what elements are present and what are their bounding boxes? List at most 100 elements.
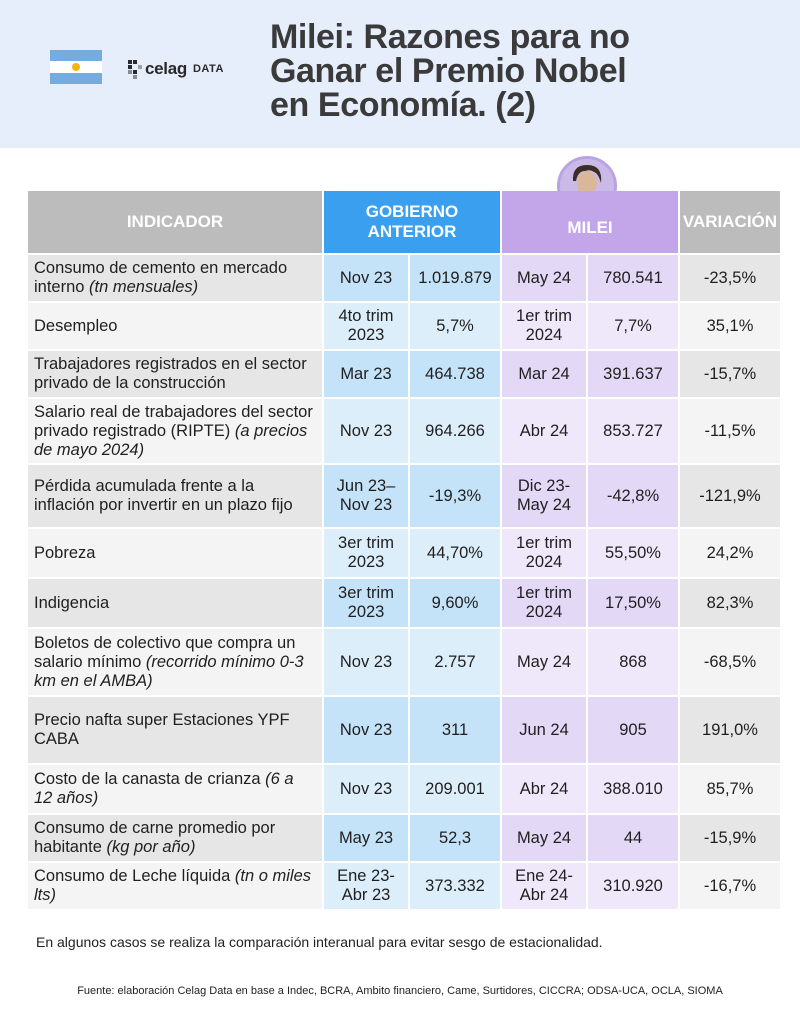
celag-logo-mark-icon bbox=[128, 58, 142, 80]
prev-period-cell: Nov 23 bbox=[324, 255, 408, 301]
indicator-cell: Consumo de Leche líquida (tn o miles lts… bbox=[28, 863, 322, 909]
table-row: Pobreza 3er trim 2023 44,70% 1er trim 2024 5… bbox=[28, 529, 780, 577]
milei-period-cell: May 24 bbox=[502, 629, 586, 695]
milei-value-cell: 17,50% bbox=[588, 579, 678, 627]
milei-period-cell: 1er trim 2024 bbox=[502, 579, 586, 627]
variation-cell: 35,1% bbox=[680, 303, 780, 349]
indicator-name: Precio nafta super Estaciones YPF CABA bbox=[34, 711, 290, 748]
indicator-cell: Costo de la canasta de crianza (6 a 12 a… bbox=[28, 765, 322, 813]
milei-value-cell: 905 bbox=[588, 697, 678, 763]
milei-period-cell: Dic 23- May 24 bbox=[502, 465, 586, 527]
prev-period-cell: Nov 23 bbox=[324, 399, 408, 463]
title-line: en Economía. (2) bbox=[270, 86, 536, 124]
indicator-cell: Pobreza bbox=[28, 529, 322, 577]
table-row: Indigencia 3er trim 2023 9,60% 1er trim 202… bbox=[28, 579, 780, 627]
prev-period-cell: Nov 23 bbox=[324, 629, 408, 695]
variation-cell: 24,2% bbox=[680, 529, 780, 577]
milei-value-cell: -42,8% bbox=[588, 465, 678, 527]
title-line: Ganar el Premio Nobel bbox=[270, 52, 627, 90]
indicator-name: Desempleo bbox=[34, 316, 118, 335]
prev-period-cell: 3er trim 2023 bbox=[324, 529, 408, 577]
prev-value-cell: -19,3% bbox=[410, 465, 500, 527]
column-header-gobierno-line: ANTERIOR bbox=[367, 222, 457, 241]
milei-value-cell: 391.637 bbox=[588, 351, 678, 397]
indicator-unit: (recorrido mínimo 0-3 km en el AMBA) bbox=[34, 652, 304, 690]
milei-period-cell: Jun 24 bbox=[502, 697, 586, 763]
prev-period-cell: Jun 23– Nov 23 bbox=[324, 465, 408, 527]
indicator-unit: (tn mensuales) bbox=[89, 278, 199, 296]
prev-period-cell: Nov 23 bbox=[324, 765, 408, 813]
header-banner: celag DATA Milei: Razones para no Ganar … bbox=[0, 0, 800, 148]
milei-value-cell: 853.727 bbox=[588, 399, 678, 463]
table-header-row: INDICADOR GOBIERNO ANTERIOR MILEI VARIAC… bbox=[28, 191, 780, 253]
prev-value-cell: 464.738 bbox=[410, 351, 500, 397]
milei-period-cell: Ene 24- Abr 24 bbox=[502, 863, 586, 909]
prev-value-cell: 52,3 bbox=[410, 815, 500, 861]
indicators-table: INDICADOR GOBIERNO ANTERIOR MILEI VARIAC… bbox=[26, 189, 782, 911]
indicator-name: Consumo de carne promedio por habitante bbox=[34, 819, 276, 856]
prev-period-cell: Nov 23 bbox=[324, 697, 408, 763]
prev-period-cell: May 23 bbox=[324, 815, 408, 861]
indicator-unit: (kg por año) bbox=[106, 838, 196, 856]
table-row: Trabajadores registrados en el sector pr… bbox=[28, 351, 780, 397]
prev-value-cell: 209.001 bbox=[410, 765, 500, 813]
variation-cell: 85,7% bbox=[680, 765, 780, 813]
milei-period-cell: Abr 24 bbox=[502, 765, 586, 813]
indicator-unit: (tn o miles lts) bbox=[34, 867, 312, 904]
milei-value-cell: 7,7% bbox=[588, 303, 678, 349]
table-row: Salario real de trabajadores del sector … bbox=[28, 399, 780, 463]
table-row: Costo de la canasta de crianza (6 a 12 a… bbox=[28, 765, 780, 813]
milei-value-cell: 388.010 bbox=[588, 765, 678, 813]
title-line: Milei: Razones para no bbox=[270, 18, 630, 56]
indicator-cell: Indigencia bbox=[28, 579, 322, 627]
indicator-cell: Pérdida acumulada frente a la inflación … bbox=[28, 465, 322, 527]
indicator-cell: Boletos de colectivo que compra un salar… bbox=[28, 629, 322, 695]
table-row: Boletos de colectivo que compra un salar… bbox=[28, 629, 780, 695]
prev-period-cell: Mar 23 bbox=[324, 351, 408, 397]
prev-value-cell: 5,7% bbox=[410, 303, 500, 349]
indicator-name: Costo de la canasta de crianza bbox=[34, 770, 261, 788]
milei-period-cell: May 24 bbox=[502, 255, 586, 301]
methodology-note: En algunos casos se realiza la comparaci… bbox=[36, 934, 603, 950]
milei-period-cell: Abr 24 bbox=[502, 399, 586, 463]
milei-period-cell: Mar 24 bbox=[502, 351, 586, 397]
table-row: Consumo de carne promedio por habitante … bbox=[28, 815, 780, 861]
indicator-unit: (6 a 12 años) bbox=[34, 770, 294, 807]
variation-cell: -23,5% bbox=[680, 255, 780, 301]
indicator-cell: Salario real de trabajadores del sector … bbox=[28, 399, 322, 463]
table-row: Consumo de cemento en mercado interno (t… bbox=[28, 255, 780, 301]
indicator-name: Pobreza bbox=[34, 543, 96, 562]
page-title: Milei: Razones para no Ganar el Premio N… bbox=[270, 20, 780, 122]
milei-value-cell: 44 bbox=[588, 815, 678, 861]
prev-value-cell: 44,70% bbox=[410, 529, 500, 577]
prev-period-cell: 4to trim 2023 bbox=[324, 303, 408, 349]
prev-value-cell: 964.266 bbox=[410, 399, 500, 463]
logo-word: celag bbox=[145, 59, 187, 78]
indicator-cell: Desempleo bbox=[28, 303, 322, 349]
variation-cell: -15,7% bbox=[680, 351, 780, 397]
milei-value-cell: 55,50% bbox=[588, 529, 678, 577]
milei-period-cell: May 24 bbox=[502, 815, 586, 861]
column-header-gobierno-anterior: GOBIERNO ANTERIOR bbox=[324, 191, 500, 253]
indicator-name: Consumo de Leche líquida bbox=[34, 867, 231, 885]
variation-cell: 82,3% bbox=[680, 579, 780, 627]
indicator-name: Indigencia bbox=[34, 593, 110, 612]
prev-value-cell: 2.757 bbox=[410, 629, 500, 695]
indicator-name: Pérdida acumulada frente a la inflación … bbox=[34, 477, 293, 514]
indicator-name: Salario real de trabajadores del sector … bbox=[34, 402, 313, 440]
prev-value-cell: 311 bbox=[410, 697, 500, 763]
milei-value-cell: 868 bbox=[588, 629, 678, 695]
indicator-cell: Precio nafta super Estaciones YPF CABA bbox=[28, 697, 322, 763]
celag-data-logo: celag DATA bbox=[128, 55, 248, 83]
table-row: Desempleo 4to trim 2023 5,7% 1er trim 2024 7… bbox=[28, 303, 780, 349]
column-header-indicador: INDICADOR bbox=[28, 191, 322, 253]
logo-suffix: DATA bbox=[192, 63, 224, 75]
variation-cell: -68,5% bbox=[680, 629, 780, 695]
milei-value-cell: 780.541 bbox=[588, 255, 678, 301]
prev-period-cell: Ene 23- Abr 23 bbox=[324, 863, 408, 909]
milei-period-cell: 1er trim 2024 bbox=[502, 529, 586, 577]
table-row: Consumo de Leche líquida (tn o miles lts… bbox=[28, 863, 780, 909]
prev-value-cell: 9,60% bbox=[410, 579, 500, 627]
indicator-cell: Consumo de carne promedio por habitante … bbox=[28, 815, 322, 861]
indicator-name: Trabajadores registrados en el sector pr… bbox=[34, 355, 307, 392]
